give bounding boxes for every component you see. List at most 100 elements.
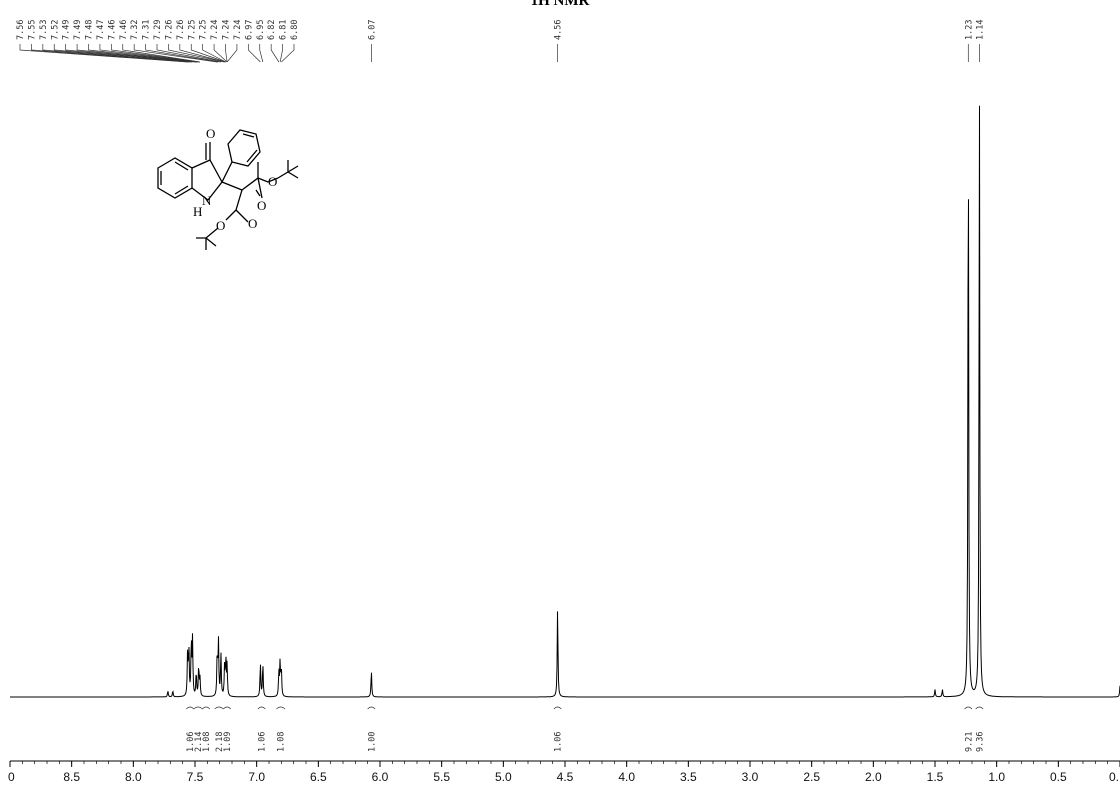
peak-leader — [279, 44, 283, 63]
peak-label: 7.47 — [96, 20, 106, 40]
peak-label: 7.53 — [39, 20, 49, 40]
molecule-structure: O O O O O N H — [157, 126, 299, 250]
integral-bracket — [214, 706, 224, 710]
x-tick-label: 6.5 — [310, 770, 327, 784]
x-tick-label: 8.0 — [125, 770, 142, 784]
peak-leader — [145, 44, 219, 63]
peak-leader — [133, 44, 218, 63]
peak-label: 7.24 — [222, 20, 232, 40]
peak-label: 7.46 — [107, 20, 117, 40]
x-tick-label: 0.5 — [1050, 770, 1067, 784]
integral-value: 1.08 — [202, 732, 212, 752]
peak-label: 7.26 — [176, 20, 186, 40]
atom-o-ester1: O — [268, 174, 277, 189]
atom-n: N — [202, 193, 212, 208]
peak-leader — [76, 44, 197, 63]
peak-leader — [179, 44, 225, 63]
peak-leader — [281, 44, 295, 63]
integral-bracket — [975, 706, 984, 710]
integral-bracket — [223, 706, 232, 710]
peak-label: 7.31 — [142, 20, 152, 40]
x-tick-label: 5.5 — [433, 770, 450, 784]
x-tick-label: 3.0 — [742, 770, 759, 784]
peak-label: 7.24 — [210, 20, 220, 40]
peak-label-group: 7.56 7.55 7.53 7.52 7.49 7.49 7.48 7.47 7.46 7.46… — [16, 20, 985, 40]
integral-bracket — [193, 706, 203, 710]
atom-o-carbonyl: O — [206, 126, 215, 141]
peak-leader — [213, 44, 228, 63]
peak-label: 4.56 — [554, 20, 564, 40]
x-tick-label: 0 — [8, 770, 15, 784]
integral-value: 1.06 — [258, 732, 268, 752]
peak-label: 7.46 — [119, 20, 129, 40]
integral-bracket — [964, 706, 973, 710]
peak-label: 7.49 — [73, 20, 83, 40]
title-remnant: 1H NMR — [531, 0, 590, 9]
integral-value: 9.36 — [975, 732, 985, 752]
integral-bracket — [553, 706, 562, 710]
peak-leader — [65, 44, 197, 63]
peak-label: 1.14 — [975, 20, 985, 40]
peak-label: 1.23 — [964, 20, 974, 40]
peak-leader — [42, 44, 192, 63]
x-tick-label: 1.0 — [988, 770, 1005, 784]
integral-bracket — [367, 706, 376, 710]
peak-leader — [168, 44, 225, 63]
integral-bracket — [186, 706, 195, 710]
peak-leader — [122, 44, 200, 63]
peak-leader — [110, 44, 200, 63]
x-tick-label: 7.0 — [248, 770, 265, 784]
x-tick-label: 3.5 — [680, 770, 697, 784]
x-tick-label: 1.5 — [927, 770, 944, 784]
integral-bracket — [276, 706, 286, 710]
peak-label: 7.25 — [199, 20, 209, 40]
spectrum-trace — [10, 105, 1120, 698]
x-tick-label: 6.0 — [372, 770, 389, 784]
peak-leader — [202, 44, 226, 63]
integral-value: 1.09 — [223, 732, 233, 752]
peak-label: 6.82 — [267, 20, 277, 40]
peak-leader — [270, 44, 280, 63]
peak-label: 7.25 — [187, 20, 197, 40]
peak-leader — [259, 44, 264, 63]
atom-h: H — [193, 204, 202, 219]
x-tick-label: 4.0 — [618, 770, 635, 784]
peak-leader — [226, 44, 238, 63]
x-tick-label: 4.5 — [557, 770, 574, 784]
integral-value: 1.06 — [554, 732, 564, 752]
atom-o-ester2: O — [216, 218, 225, 233]
peak-leader — [31, 44, 189, 63]
x-tick-label: 2.5 — [803, 770, 820, 784]
integral-group: 1.062.141.08 2.181.09 1.06 1.08 1.00 1.06 9.21… — [186, 706, 985, 752]
peak-label: 7.24 — [233, 20, 243, 40]
peak-label: 6.97 — [244, 20, 254, 40]
peak-leader-group — [19, 44, 980, 63]
x-tick-label: 7.5 — [187, 770, 204, 784]
peak-leader — [247, 44, 261, 63]
peak-leader — [99, 44, 199, 63]
x-tick-label: 0. — [1109, 770, 1119, 784]
peak-label: 7.49 — [62, 20, 72, 40]
peak-leader — [225, 44, 228, 63]
peak-leader — [190, 44, 226, 63]
peak-label: 6.95 — [256, 20, 266, 40]
peak-label: 7.48 — [85, 20, 95, 40]
peak-label: 7.26 — [164, 20, 174, 40]
x-axis-ticks: 0 8.5 8.0 7.5 7.0 6.5 6.0 5.5 5.0 4.5 4.0 3.5 3.0 2.5… — [8, 761, 1120, 784]
atom-o-ester2-carbonyl: O — [248, 216, 257, 231]
peak-label: 7.29 — [153, 20, 163, 40]
peak-label: 7.55 — [27, 20, 37, 40]
atom-o-ester1-carbonyl: O — [257, 198, 266, 213]
integral-value: 2.14 — [194, 732, 204, 752]
integral-value: 1.06 — [186, 732, 196, 752]
peak-label: 6.81 — [279, 20, 289, 40]
integral-value: 9.21 — [964, 732, 974, 752]
peak-leader — [156, 44, 221, 63]
peak-leader — [19, 44, 188, 63]
integral-value: 1.08 — [277, 732, 287, 752]
x-tick-label: 2.0 — [865, 770, 882, 784]
peak-label: 7.56 — [16, 20, 26, 40]
peak-label: 6.80 — [290, 20, 300, 40]
peak-label: 7.52 — [50, 20, 60, 40]
